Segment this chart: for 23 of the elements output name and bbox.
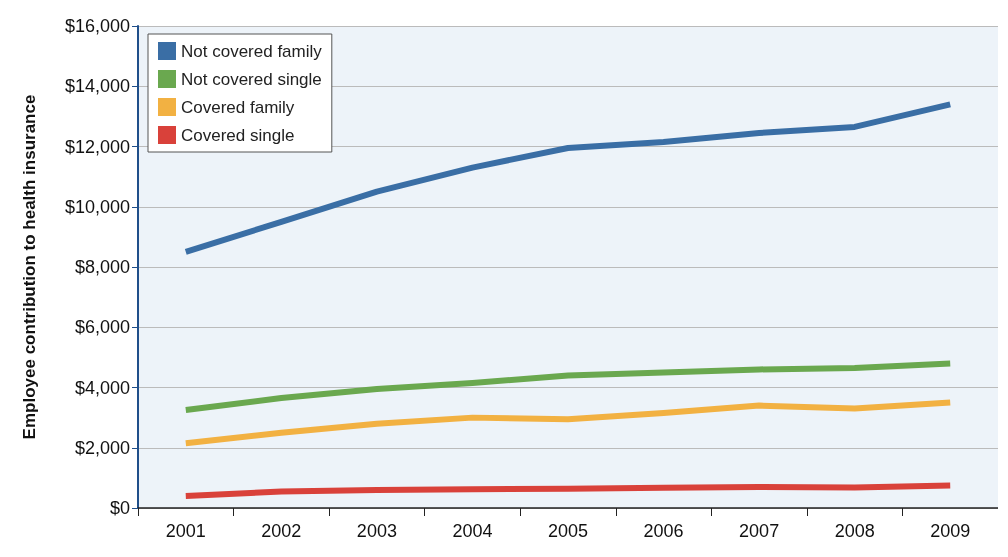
y-tick-label: $12,000 (64, 136, 130, 157)
x-tick-label: 2007 (739, 521, 780, 541)
x-tick-label: 2001 (165, 521, 206, 541)
y-axis-title: Employee contribution to health insurance (20, 94, 39, 440)
y-tick-label: $0 (109, 498, 130, 518)
legend-label: Not covered single (181, 69, 322, 89)
y-tick-label: $10,000 (64, 196, 130, 217)
y-tick-label: $4,000 (74, 377, 130, 398)
x-tick-label: 2005 (547, 521, 589, 541)
y-tick-label: $16,000 (64, 16, 130, 36)
x-tick-label: 2009 (930, 521, 971, 541)
x-tick-label: 2006 (643, 521, 684, 541)
legend-label: Covered single (181, 125, 295, 145)
y-tick-label: $14,000 (64, 76, 130, 97)
y-tick-label: $2,000 (74, 437, 130, 458)
x-tick-label: 2002 (261, 521, 302, 541)
legend-label: Covered family (181, 97, 295, 117)
x-tick-label: 2003 (356, 521, 397, 541)
y-tick-label: $8,000 (74, 257, 130, 277)
legend-label: Not covered family (181, 41, 323, 61)
x-tick-label: 2004 (452, 521, 493, 541)
y-tick-label: $6,000 (74, 317, 130, 338)
x-tick-label: 2008 (834, 521, 875, 541)
